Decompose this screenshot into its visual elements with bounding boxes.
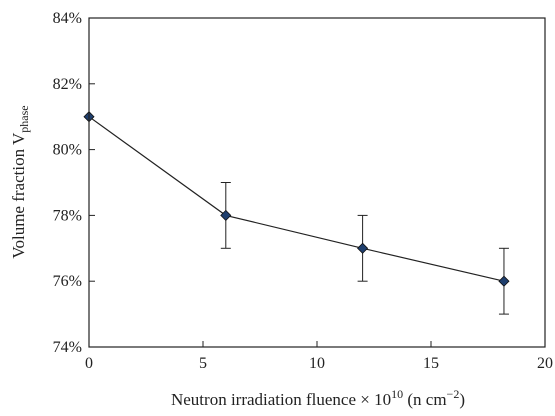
y-tick-label: 82% xyxy=(53,76,82,93)
plot-area xyxy=(83,111,510,315)
data-point xyxy=(220,209,232,221)
data-point xyxy=(357,242,369,254)
y-tick-label: 74% xyxy=(53,339,82,356)
x-tick-label: 20 xyxy=(537,355,553,372)
y-axis-label-text: Volume fraction V xyxy=(9,132,28,259)
x-tick-label: 10 xyxy=(309,355,325,372)
x-axis-label-unit-close: ) xyxy=(459,390,465,409)
x-tick-label: 0 xyxy=(85,355,93,372)
data-point xyxy=(498,275,510,287)
series-line xyxy=(88,116,505,282)
x-axis-label-unit-open: (n cm xyxy=(403,390,446,409)
x-axis-label-text: Neutron irradiation fluence × 10 xyxy=(171,390,391,409)
x-axis-label-exponent: 10 xyxy=(391,387,403,401)
x-axis-label-unit-exponent: −2 xyxy=(447,387,460,401)
axes: 74% 76% 78% 80% 82% 84% 0 5 10 15 20 xyxy=(53,10,553,372)
y-axis-label: Volume fraction Vphase xyxy=(9,105,31,258)
y-axis-label-subscript: phase xyxy=(17,105,31,132)
plot-frame xyxy=(88,17,546,348)
x-tick-label: 5 xyxy=(199,355,207,372)
y-tick-label: 80% xyxy=(53,142,82,159)
y-tick-label: 78% xyxy=(53,207,82,224)
x-tick-label: 15 xyxy=(423,355,439,372)
x-axis-label: Neutron irradiation fluence × 1010 (n cm… xyxy=(171,387,465,409)
y-tick-label: 84% xyxy=(53,10,82,27)
y-tick-label: 76% xyxy=(53,273,82,290)
